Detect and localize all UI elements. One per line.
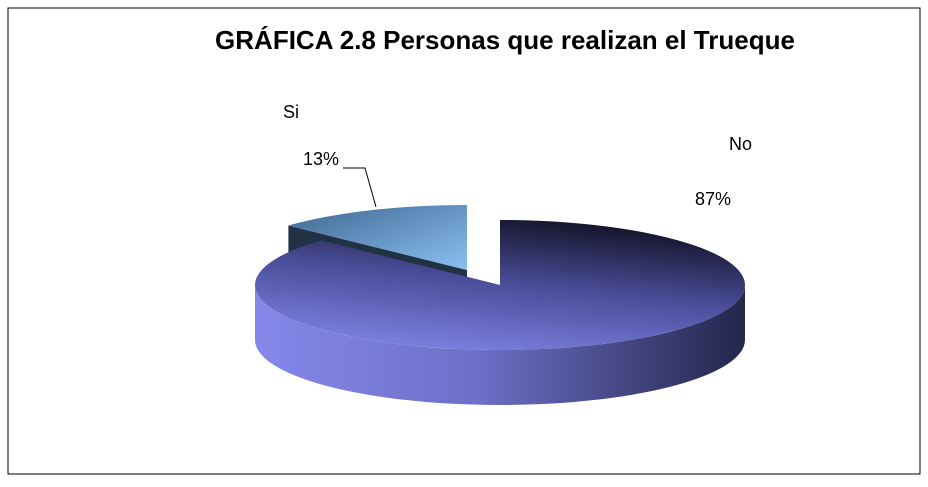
value-label: 87% bbox=[695, 189, 731, 209]
pie-slice bbox=[254, 220, 745, 350]
pie-slice bbox=[288, 205, 467, 270]
chart-title: GRÁFICA 2.8 Personas que realizan el Tru… bbox=[215, 25, 795, 55]
category-label: Si bbox=[283, 102, 299, 122]
pie bbox=[254, 205, 745, 405]
pie-slice-side bbox=[255, 285, 745, 405]
value-label: 13% bbox=[303, 149, 339, 169]
leader-line bbox=[343, 167, 377, 208]
category-label: No bbox=[729, 134, 752, 154]
